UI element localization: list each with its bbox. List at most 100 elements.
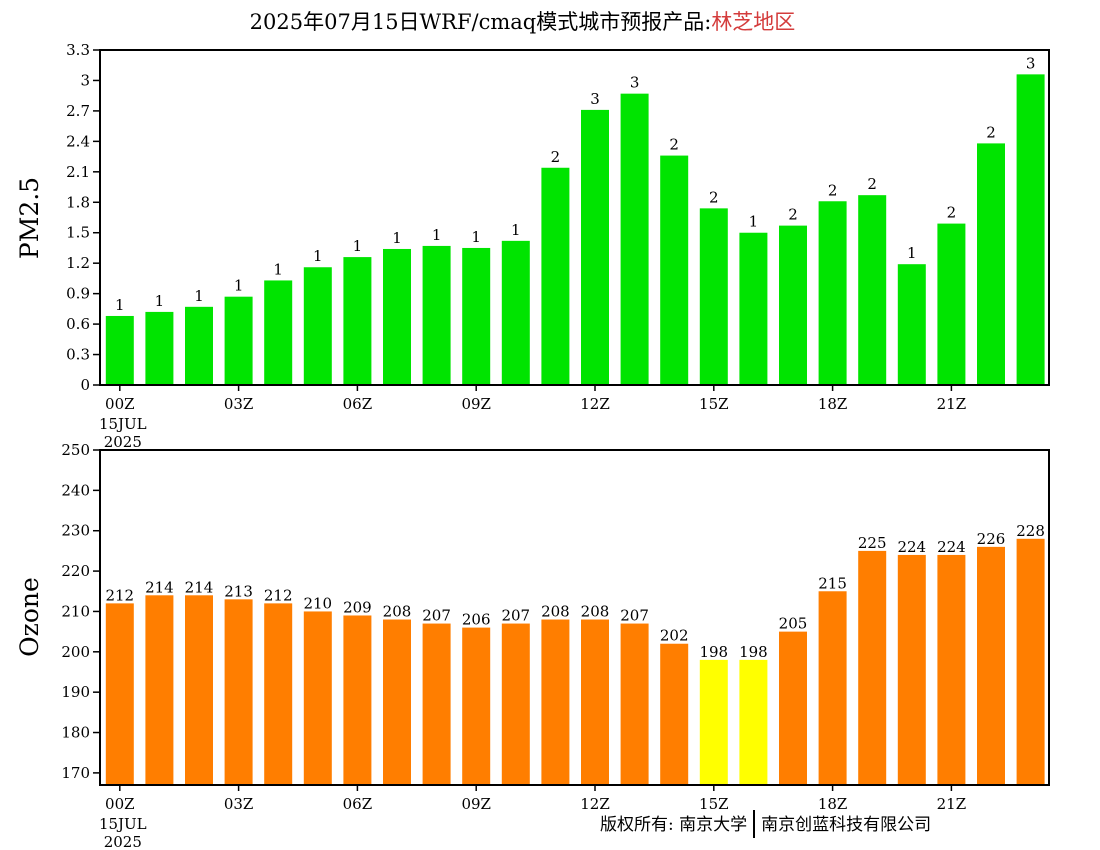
y-tick-label: 190 — [61, 683, 90, 701]
x-tick-label: 21Z — [937, 795, 967, 813]
x-tick-label: 03Z — [224, 795, 254, 813]
data-label: 224 — [937, 538, 966, 556]
data-label: 1 — [432, 226, 442, 244]
bar — [660, 155, 689, 385]
y-tick-label: 2.4 — [66, 132, 90, 150]
data-label: 1 — [313, 247, 323, 265]
data-label: 1 — [115, 296, 125, 314]
bar — [264, 603, 293, 785]
bar — [897, 554, 926, 785]
ozone-panel: 212 214 214 213 212 210 209 208 207 206 207 208 208 2… — [15, 441, 1050, 850]
bar — [105, 315, 134, 385]
bar — [303, 267, 332, 385]
data-label: 214 — [185, 578, 214, 596]
data-label: 1 — [511, 221, 521, 239]
bar — [620, 623, 649, 785]
bar — [858, 195, 887, 385]
data-label: 2 — [986, 123, 996, 141]
x-tick-label: 12Z — [580, 395, 610, 413]
bar — [462, 627, 491, 785]
y-tick-label: 220 — [61, 562, 90, 580]
data-label: 1 — [471, 228, 481, 246]
x-tick-label: 09Z — [461, 795, 491, 813]
x-tick-label: 12Z — [580, 795, 610, 813]
data-label: 3 — [1026, 54, 1036, 72]
data-label: 3 — [630, 74, 640, 92]
y-tick-label: 210 — [61, 602, 90, 620]
copyright-left: 版权所有: 南京大学 — [600, 815, 748, 835]
data-label: 2 — [828, 181, 838, 199]
data-label: 2 — [709, 188, 719, 206]
bar — [422, 245, 451, 385]
bar — [779, 225, 807, 385]
data-label: 228 — [1016, 522, 1045, 540]
x-tick-label: 18Z — [818, 795, 848, 813]
bar — [224, 599, 253, 785]
data-label: 209 — [343, 598, 372, 616]
data-label: 205 — [779, 615, 808, 633]
bar — [977, 143, 1005, 385]
data-label: 207 — [620, 607, 649, 625]
bar — [818, 201, 847, 385]
bar — [779, 631, 807, 785]
bar — [383, 619, 411, 785]
y-tick-label: 170 — [61, 764, 90, 782]
x-tick-label: 15Z — [699, 395, 729, 413]
y-tick-label: 1.8 — [66, 193, 90, 211]
x-date-label: 15JUL — [99, 815, 147, 833]
bar — [581, 109, 609, 386]
data-label: 2 — [669, 136, 679, 154]
x-tick-label: 00Z — [105, 395, 135, 413]
y-tick-label: 0 — [80, 376, 90, 394]
bar — [937, 554, 966, 785]
bar — [977, 546, 1005, 785]
bar — [185, 306, 213, 385]
data-label: 1 — [273, 260, 283, 278]
data-label: 1 — [194, 287, 204, 305]
y-tick-label: 2.1 — [66, 163, 90, 181]
chart-title: 2025年07月15日WRF/cmaq模式城市预报产品:林芝地区 — [0, 6, 1045, 36]
bar — [422, 623, 451, 785]
y-axis-title: Ozone — [15, 577, 44, 657]
x-tick-label: 06Z — [343, 395, 373, 413]
copyright-note: 版权所有: 南京大学 南京创蓝科技有限公司 — [600, 810, 931, 838]
y-tick-label: 0.9 — [66, 285, 90, 303]
data-label: 210 — [303, 594, 332, 612]
y-tick-label: 230 — [61, 522, 90, 540]
y-tick-label: 0.6 — [66, 315, 90, 333]
data-label: 198 — [699, 643, 728, 661]
y-tick-label: 2.7 — [66, 102, 90, 120]
data-label: 2 — [551, 148, 561, 166]
x-tick-label: 21Z — [937, 395, 967, 413]
y-tick-label: 0.3 — [66, 346, 90, 364]
bar — [501, 240, 530, 385]
bar — [739, 659, 768, 785]
bar — [343, 257, 372, 385]
data-label: 1 — [234, 277, 244, 295]
data-label: 2 — [947, 204, 957, 222]
data-label: 208 — [541, 603, 570, 621]
copyright-separator — [753, 810, 756, 838]
data-label: 1 — [907, 244, 917, 262]
x-tick-label: 18Z — [818, 395, 848, 413]
x-tick-label: 00Z — [105, 795, 135, 813]
bar — [224, 296, 253, 385]
data-label: 198 — [739, 643, 768, 661]
bar — [818, 591, 847, 785]
bar — [858, 550, 887, 785]
data-label: 207 — [501, 607, 530, 625]
data-label: 206 — [462, 611, 491, 629]
x-date-label: 2025 — [104, 833, 142, 850]
data-label: 214 — [145, 578, 174, 596]
data-label: 2 — [788, 206, 798, 224]
data-label: 215 — [818, 574, 847, 592]
y-tick-label: 180 — [61, 724, 90, 742]
bar — [264, 280, 293, 385]
title-prefix: 2025年07月15日WRF/cmaq模式城市预报产品: — [249, 10, 712, 34]
data-label: 208 — [581, 603, 610, 621]
data-label: 226 — [977, 530, 1006, 548]
data-label: 225 — [858, 534, 887, 552]
bar — [699, 659, 728, 785]
y-tick-label: 200 — [61, 643, 90, 661]
